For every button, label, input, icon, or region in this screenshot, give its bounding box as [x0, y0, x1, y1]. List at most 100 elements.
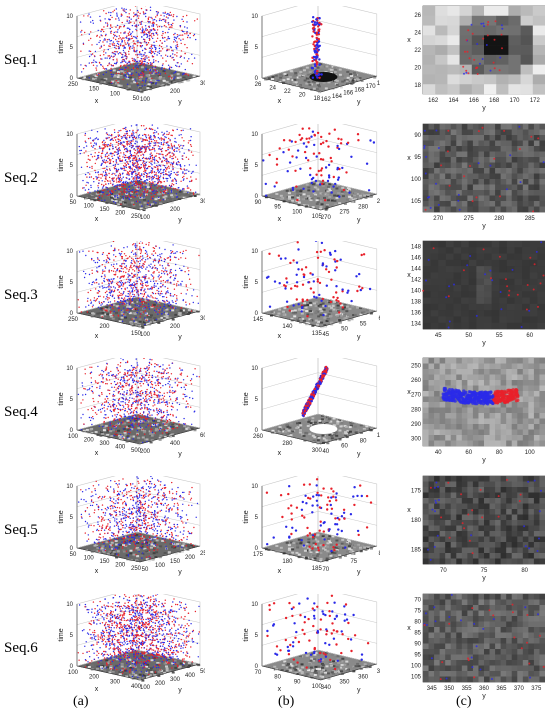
event-point — [141, 186, 143, 189]
floor-pixel — [157, 317, 161, 320]
event-point — [140, 175, 142, 177]
event-point — [477, 162, 480, 165]
event-point — [103, 44, 105, 46]
event-point — [158, 171, 161, 173]
floor-pixel — [157, 301, 161, 304]
event-point — [137, 11, 139, 13]
x-axis-label: x — [278, 216, 282, 223]
floor-pixel — [324, 208, 328, 211]
event-point — [135, 140, 137, 142]
event-point — [141, 265, 143, 267]
event-point — [135, 37, 137, 39]
event-point — [182, 38, 184, 40]
event-point — [144, 169, 146, 171]
event-point — [121, 41, 123, 43]
floor-pixel — [153, 70, 157, 73]
event-point — [118, 47, 120, 50]
floor-pixel — [307, 189, 311, 192]
event-point — [95, 159, 97, 161]
event-point — [123, 47, 125, 49]
floor-pixel — [309, 310, 313, 313]
event-point — [94, 261, 97, 264]
event-point — [139, 54, 141, 56]
event-point — [133, 162, 135, 164]
event-point — [139, 263, 141, 265]
y-tick-label: 270 — [321, 215, 332, 221]
event-point — [136, 49, 138, 52]
event-point — [144, 188, 146, 190]
event-point — [105, 298, 107, 300]
event-point — [95, 171, 97, 174]
event-point — [295, 156, 298, 159]
floor-pixel — [116, 305, 120, 308]
event-point — [86, 300, 89, 302]
event-point — [108, 278, 110, 281]
event-point — [318, 58, 321, 61]
event-point — [158, 172, 160, 174]
event-point — [94, 61, 96, 63]
event-point — [151, 305, 153, 308]
floor-pixel — [305, 205, 309, 208]
floor-pixel — [135, 324, 139, 327]
event-point — [130, 190, 132, 192]
event-point — [170, 272, 173, 274]
event-point — [145, 172, 148, 175]
y-axis — [320, 193, 377, 211]
event-point — [147, 294, 149, 296]
event-point — [87, 15, 89, 17]
floor-pixel — [279, 194, 283, 197]
heatmap-cell — [522, 201, 529, 207]
event-point — [155, 202, 157, 204]
heatmap-cell — [459, 6, 473, 17]
event-point — [190, 151, 193, 153]
event-point — [138, 179, 141, 182]
event-point — [99, 308, 101, 310]
event-point — [125, 76, 128, 78]
event-point — [152, 132, 155, 134]
event-point — [140, 241, 142, 242]
event-point — [134, 273, 136, 276]
event-point — [156, 34, 159, 36]
event-point — [100, 191, 102, 193]
floor-pixel — [186, 195, 190, 198]
event-point — [114, 195, 116, 197]
floor-pixel — [300, 312, 304, 315]
event-point — [120, 179, 123, 182]
floor-pixel — [348, 78, 352, 81]
floor-pixel — [146, 85, 150, 88]
event-point — [134, 176, 136, 178]
event-point — [97, 189, 99, 191]
event-point — [118, 281, 121, 283]
event-point — [176, 41, 178, 43]
event-point — [195, 191, 197, 193]
event-point — [143, 34, 145, 36]
event-point — [90, 176, 93, 178]
floor-pixel — [134, 186, 138, 189]
event-point — [142, 73, 145, 75]
event-point — [180, 283, 182, 285]
floor-pixel — [292, 84, 296, 87]
event-point — [108, 270, 110, 272]
event-point — [148, 30, 150, 32]
heatmap-cell — [456, 146, 463, 152]
event-point — [87, 172, 89, 174]
floor-pixel — [171, 318, 175, 321]
event-point — [127, 72, 129, 74]
heatmap-cell — [484, 206, 490, 213]
event-point — [129, 135, 131, 137]
heatmap-cell — [517, 135, 524, 141]
event-point — [124, 134, 126, 137]
event-point — [124, 266, 126, 268]
floor-pixel — [102, 79, 106, 82]
event-point — [143, 167, 146, 170]
event-point — [123, 253, 126, 255]
event-point — [161, 270, 163, 272]
event-point — [90, 37, 92, 40]
heatmap-cell — [506, 184, 513, 191]
event-point — [86, 176, 88, 178]
event-point — [181, 269, 183, 272]
event-point — [162, 169, 165, 171]
event-point — [109, 258, 111, 261]
event-point — [157, 51, 159, 53]
